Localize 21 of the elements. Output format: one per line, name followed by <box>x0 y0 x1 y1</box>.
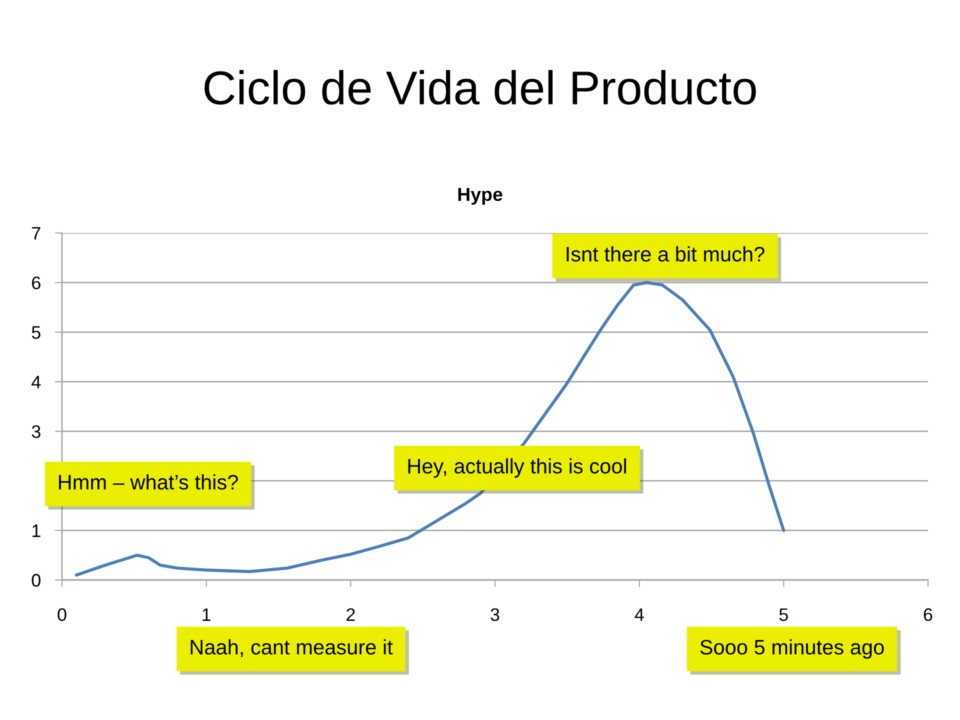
y-tick-label: 5 <box>32 326 40 339</box>
y-tick-label: 1 <box>32 524 40 537</box>
annotation: Isnt there a bit much? <box>566 246 764 262</box>
x-tick-label: 2 <box>346 608 355 621</box>
x-tick-label: 5 <box>779 608 788 622</box>
y-tick-label: 3 <box>32 425 40 438</box>
x-tick-label: 3 <box>490 608 500 622</box>
x-tick-label: 0 <box>58 608 66 622</box>
y-tick-label: 0 <box>32 574 40 587</box>
y-tick-label: 6 <box>32 276 40 290</box>
annotation: Hmm – what’s this? <box>59 474 238 490</box>
text: Sooo 5 minutes ago <box>700 639 884 659</box>
y-tick-label: 7 <box>32 227 40 240</box>
text: Naah, cant measure it <box>190 639 393 658</box>
annotation: Hey, actually this is cool <box>408 458 626 478</box>
x-tick-label: 6 <box>924 608 932 622</box>
chart-subtitle: Hype <box>458 188 502 205</box>
chart-title: Ciclo de Vida del Producto <box>204 70 756 105</box>
x-tick-label: 4 <box>634 608 644 621</box>
x-tick-label: 1 <box>202 608 210 621</box>
y-tick-label: 4 <box>32 376 41 388</box>
